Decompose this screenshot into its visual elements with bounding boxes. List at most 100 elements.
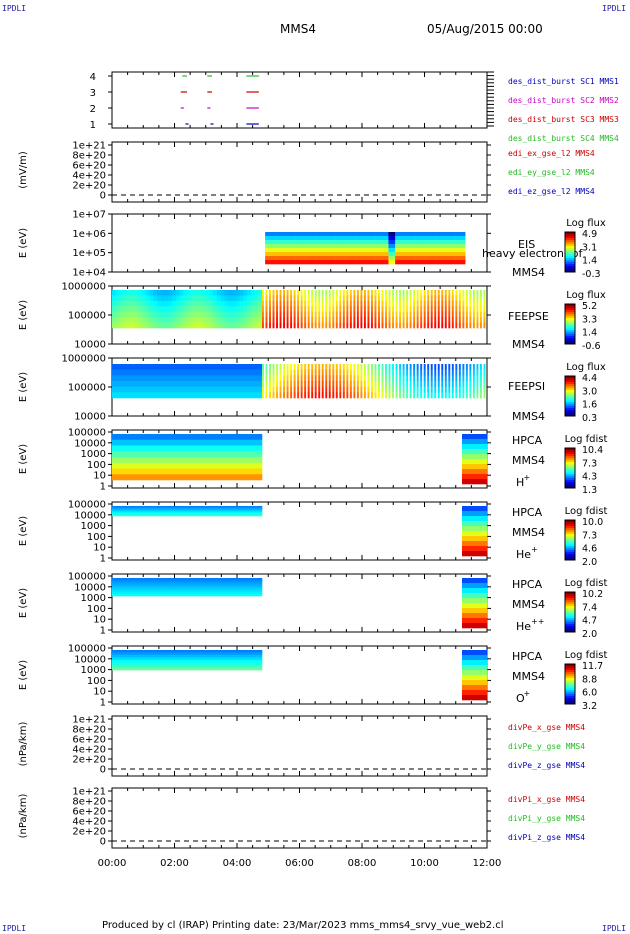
hpca-o-panel-cell xyxy=(202,667,207,671)
feepse-panel-cell xyxy=(115,311,120,318)
eis-panel-cell xyxy=(398,260,403,265)
hpca-h-panel-cell xyxy=(202,451,207,458)
hpca-h-panel-cell xyxy=(157,439,162,446)
hpca-he-panel-cell xyxy=(232,508,237,511)
hpca-o-panel-cell xyxy=(232,667,237,671)
feepsi-panel-cell xyxy=(472,392,475,399)
feepsi-panel-cell xyxy=(321,369,324,376)
hpca-h-panel-cell xyxy=(119,457,124,464)
feepsi-panel-cell xyxy=(293,375,296,382)
hpca-o-panel-cell xyxy=(175,652,180,656)
hpca-he-panel-cell xyxy=(474,526,482,532)
hpca-he-panel-cell xyxy=(164,508,169,511)
hpca-o-panel-cell xyxy=(115,655,120,658)
feepse-panel-cell xyxy=(283,311,286,318)
hpca-hepp-panel-ytick-label: 100 xyxy=(87,604,106,615)
hpca-he-panel-cell xyxy=(172,514,177,517)
eis-panel-cell xyxy=(405,260,409,265)
feepse-panel-cell xyxy=(437,311,440,318)
feepsi-panel-cell xyxy=(300,381,303,387)
burst-panel-ytick-label: 3 xyxy=(90,88,96,99)
feepsi-panel-cell xyxy=(179,392,184,399)
feepse-panel-cell xyxy=(232,300,237,307)
eis-panel-cell xyxy=(445,240,449,245)
feepsi-panel-colorbar-swatch xyxy=(565,392,575,395)
feepsi-panel-cell xyxy=(130,386,135,393)
hpca-he-panel-cell xyxy=(468,546,475,552)
feepsi-panel-cell xyxy=(434,386,437,393)
hpca-o-panel-cell xyxy=(202,657,207,661)
feepsi-panel-cell xyxy=(217,392,222,399)
hpca-he-panel-cell xyxy=(232,511,237,513)
feepse-panel-cell xyxy=(367,311,370,318)
hpca-o-panel-colorbar-swatch xyxy=(565,680,575,683)
hpca-h-panel-cell xyxy=(209,434,214,441)
hpca-h-panel-cell xyxy=(168,474,173,481)
feepse-panel-cell xyxy=(318,290,321,296)
hpca-hepp-panel-cell xyxy=(119,584,124,588)
hpca-o-panel-colorbar-swatch xyxy=(565,684,575,687)
feepse-panel-cell xyxy=(157,311,162,318)
eis-panel-cell xyxy=(451,260,456,265)
hpca-h-panel-colorbar-swatch xyxy=(565,486,575,489)
feepse-panel-cell xyxy=(183,311,188,318)
hpca-h-panel-cell xyxy=(130,462,135,469)
feepse-panel-cell xyxy=(209,300,214,307)
hpca-hepp-panel-cell xyxy=(157,587,162,590)
hpca-he-panel-cell xyxy=(172,508,177,511)
hpca-hepp-panel-cell xyxy=(164,582,169,586)
hpca-he-panel-charge: + xyxy=(531,545,538,554)
feepsi-panel-cell xyxy=(276,375,278,382)
hpca-o-panel-cell xyxy=(247,665,252,668)
hpca-o-panel-cell xyxy=(119,665,124,668)
hpca-hepp-panel-cell xyxy=(239,584,244,588)
eis-panel-cell xyxy=(315,232,319,237)
eis-panel-ytick-label: 1e+07 xyxy=(72,210,106,221)
hpca-hepp-panel-colorbar-swatch xyxy=(565,606,575,609)
eis-panel-cell xyxy=(411,244,416,249)
eis-panel-cell xyxy=(375,240,379,245)
eis-panel-cell xyxy=(331,248,336,253)
hpca-h-panel-cell xyxy=(138,445,143,452)
feepse-panel-cell xyxy=(123,311,128,318)
hpca-hepp-panel-cell xyxy=(250,591,255,595)
feepse-panel-cell xyxy=(416,311,419,318)
feepsi-panel-cell xyxy=(385,392,387,399)
feepsi-panel-cell xyxy=(420,369,423,376)
hpca-hepp-panel-cell xyxy=(220,593,225,597)
hpca-o-panel-cell xyxy=(179,662,184,666)
hpca-he-panel-cell xyxy=(235,507,240,509)
hpca-h-panel-cell xyxy=(462,434,469,440)
feepsi-panel-cell xyxy=(304,392,307,399)
feepse-panel-cell xyxy=(378,311,380,318)
eis-panel-cell xyxy=(395,252,399,257)
hpca-h-panel-cell xyxy=(157,474,162,481)
eis-panel-cell xyxy=(271,232,276,237)
hpca-h-panel-cell xyxy=(194,434,199,441)
feepsi-panel-cell xyxy=(228,375,233,382)
feepse-panel-cell xyxy=(462,306,465,313)
feepsi-panel-cell xyxy=(224,364,229,370)
hpca-h-panel-cell xyxy=(480,464,488,470)
hpca-h-panel-cell xyxy=(187,474,192,481)
hpca-hepp-panel-cell xyxy=(115,584,120,588)
hpca-hepp-panel-cell xyxy=(153,580,158,583)
feepsi-panel-cell xyxy=(194,364,199,370)
feepse-panel-cell xyxy=(243,306,248,313)
hpca-he-panel-cell xyxy=(235,509,240,512)
eis-panel-colorbar-swatch xyxy=(565,266,575,269)
hpca-hepp-panel-cell xyxy=(235,587,240,590)
hpca-o-panel-cell xyxy=(138,657,143,661)
feepsi-panel-cell xyxy=(392,386,395,393)
feepsi-panel-cell xyxy=(224,369,229,376)
feepse-panel-cell xyxy=(286,322,289,329)
feepsi-panel-cell xyxy=(363,386,366,393)
hpca-o-panel-cell xyxy=(172,657,177,661)
hpca-he-panel-cell xyxy=(474,521,482,527)
hpca-h-panel-colorbar-swatch xyxy=(565,450,575,453)
feepsi-panel-cell xyxy=(409,381,412,387)
eis-panel-cell xyxy=(285,236,289,241)
feepse-panel-cell xyxy=(235,306,240,313)
feepse-panel-cell xyxy=(483,317,486,323)
